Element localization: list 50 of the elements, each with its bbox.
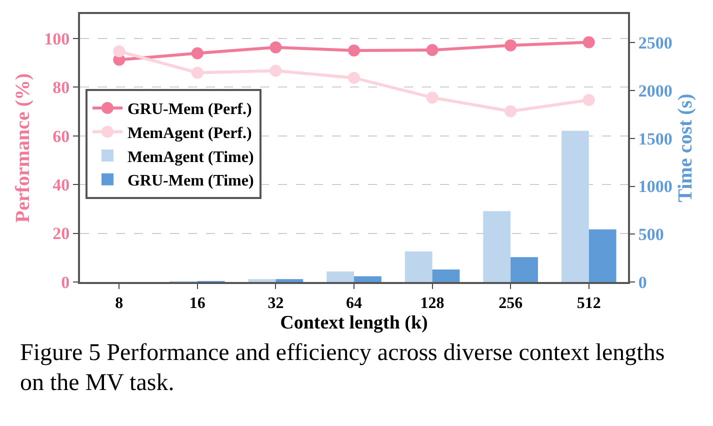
y2-tick-label: 2500 xyxy=(638,34,672,53)
bar xyxy=(326,271,354,282)
point xyxy=(191,66,204,79)
point xyxy=(504,105,517,118)
x-tick-label: 128 xyxy=(420,295,444,312)
point xyxy=(426,44,438,56)
x-tick-label: 512 xyxy=(576,295,601,312)
point xyxy=(504,39,517,52)
point xyxy=(348,72,360,84)
x-tick-label: 8 xyxy=(115,295,124,312)
y2-tick-label: 500 xyxy=(638,225,664,244)
y2-tick-label: 0 xyxy=(638,272,647,292)
y2-tick-label: 2000 xyxy=(638,82,672,101)
x-tick-label: 16 xyxy=(189,295,206,312)
legend-label: GRU-Mem (Perf.) xyxy=(127,101,252,118)
legend-label: MemAgent (Time) xyxy=(127,148,254,166)
bar xyxy=(561,130,589,282)
x-tick-label: 64 xyxy=(346,295,362,312)
legend-label: GRU-Mem (Time) xyxy=(127,172,254,190)
point xyxy=(582,94,595,106)
y-tick-label: 100 xyxy=(44,29,70,48)
point xyxy=(113,45,126,58)
bar xyxy=(276,279,304,282)
y-tick-label: 60 xyxy=(52,126,70,146)
y-tick-label: 20 xyxy=(52,224,70,244)
bar xyxy=(483,211,511,282)
y-tick-label: 40 xyxy=(52,176,70,194)
point xyxy=(348,44,360,57)
point xyxy=(426,92,438,104)
bar xyxy=(248,279,276,282)
point xyxy=(582,36,595,48)
bar xyxy=(588,229,616,282)
bar xyxy=(510,257,538,282)
point xyxy=(270,64,282,77)
point xyxy=(191,47,204,60)
point xyxy=(270,41,282,54)
x-tick-label: 256 xyxy=(498,295,523,312)
y-axis-title: Performance (%) xyxy=(12,73,34,223)
y2-tick-label: 1000 xyxy=(638,177,672,196)
x-axis-title: Context length (k) xyxy=(280,312,428,334)
y-tick-label: 0 xyxy=(61,272,70,292)
y-tick-label: 80 xyxy=(52,78,70,98)
y2-tick-label: 1500 xyxy=(638,129,672,148)
legend-label: MemAgent (Perf.) xyxy=(127,124,252,142)
bar xyxy=(432,270,460,282)
y2-axis-title: Time cost (s) xyxy=(674,94,696,202)
bar xyxy=(354,276,382,282)
caption: Figure 5 Performance and efficiency across diverse context lengths on the MV task. xyxy=(20,339,666,398)
x-tick-label: 32 xyxy=(268,295,284,312)
bar xyxy=(404,251,432,282)
